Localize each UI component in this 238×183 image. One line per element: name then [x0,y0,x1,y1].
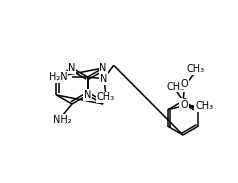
Text: CH₃: CH₃ [187,64,205,74]
Text: N: N [100,74,108,84]
Text: CH₃: CH₃ [166,81,184,92]
Text: O: O [181,79,188,89]
Text: O: O [181,100,188,110]
Text: O: O [180,98,188,108]
Text: N: N [99,63,107,73]
Text: N: N [84,90,91,100]
Text: N: N [84,90,91,100]
Text: CH₃: CH₃ [97,92,115,102]
Text: CH₃: CH₃ [195,101,213,111]
Text: NH₂: NH₂ [53,115,71,125]
Text: H₂N: H₂N [49,72,67,82]
Text: N: N [68,63,76,73]
